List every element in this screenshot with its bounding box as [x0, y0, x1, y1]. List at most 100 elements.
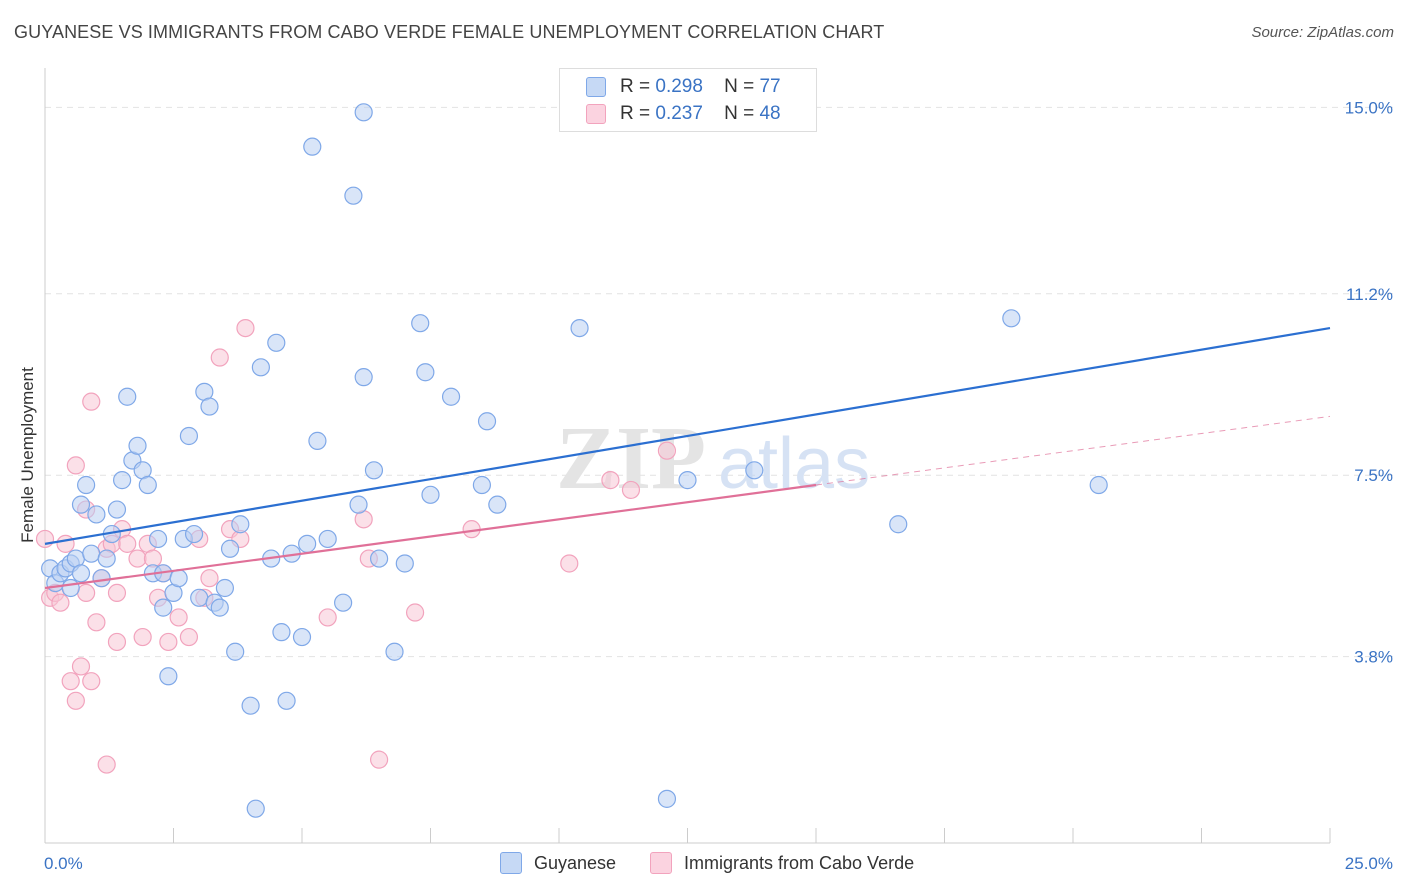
data-point-guyanese	[138, 475, 157, 495]
data-point-cabo-verde	[210, 348, 229, 367]
data-point-cabo-verde	[621, 480, 641, 500]
data-point-guyanese	[344, 186, 363, 205]
data-point-cabo-verde	[318, 608, 337, 627]
series-swatch-guyanese	[500, 852, 522, 874]
data-point-cabo-verde	[169, 608, 188, 627]
data-point-cabo-verde	[87, 613, 106, 632]
data-point-guyanese	[292, 627, 312, 647]
data-point-guyanese	[745, 461, 764, 480]
data-point-guyanese	[303, 137, 322, 156]
data-point-guyanese	[370, 549, 389, 568]
data-point-guyanese	[92, 569, 111, 588]
data-point-cabo-verde	[200, 569, 219, 588]
legend: R = 0.298 N = 77 R = 0.237 N = 48	[559, 68, 817, 132]
data-point-guyanese	[354, 368, 373, 387]
legend-n-label: N =	[724, 76, 755, 97]
data-point-guyanese	[200, 397, 219, 416]
trend-lines	[44, 327, 1331, 590]
trend-line-cabo-verde	[44, 483, 817, 590]
data-point-guyanese	[118, 387, 137, 406]
data-point-guyanese	[77, 475, 96, 495]
data-point-guyanese	[61, 578, 80, 598]
axes	[44, 68, 1331, 844]
data-point-guyanese	[678, 471, 697, 490]
series-guyanese-points	[41, 103, 1108, 818]
data-point-guyanese	[488, 495, 507, 514]
series-name-guyanese: Guyanese	[534, 852, 617, 873]
data-point-guyanese	[416, 363, 435, 382]
data-point-cabo-verde	[61, 672, 80, 691]
data-point-cabo-verde	[71, 657, 91, 676]
data-point-guyanese	[385, 642, 404, 661]
watermark-atlas: atlas	[718, 424, 870, 504]
data-point-guyanese	[349, 495, 368, 514]
data-point-guyanese	[179, 426, 199, 446]
data-point-guyanese	[657, 789, 677, 808]
legend-row-cabo-verde: R = 0.237 N = 48	[586, 102, 781, 126]
data-point-guyanese	[71, 564, 91, 583]
data-point-cabo-verde	[107, 583, 127, 603]
data-point-guyanese	[472, 475, 491, 495]
data-point-guyanese	[318, 529, 337, 549]
y-tick-label: 7.5%	[1354, 466, 1393, 485]
x-tick-label: 25.0%	[1345, 854, 1393, 873]
y-tick-label: 3.8%	[1354, 648, 1393, 667]
data-point-guyanese	[298, 534, 317, 553]
trend-line-cabo-verde-extension	[815, 415, 1331, 486]
data-point-guyanese	[190, 588, 209, 607]
source-label: Source: ZipAtlas.com	[1251, 24, 1394, 41]
data-point-guyanese	[154, 598, 173, 617]
data-point-guyanese	[889, 515, 908, 534]
data-point-guyanese	[159, 667, 178, 686]
data-point-cabo-verde	[560, 554, 579, 573]
data-point-cabo-verde	[82, 672, 101, 691]
series-swatch-cabo-verde	[650, 852, 672, 874]
data-point-cabo-verde	[370, 750, 389, 769]
data-point-cabo-verde	[107, 632, 127, 652]
data-point-guyanese	[169, 569, 188, 588]
data-point-cabo-verde	[35, 529, 55, 549]
series-legend-cabo-verde: Immigrants from Cabo Verde	[650, 852, 914, 874]
data-point-cabo-verde	[82, 392, 101, 411]
data-point-guyanese	[210, 598, 229, 617]
data-point-guyanese	[87, 505, 106, 524]
data-point-guyanese	[267, 333, 286, 352]
legend-r-label: R =	[620, 76, 651, 97]
data-point-cabo-verde	[66, 456, 85, 475]
legend-n-value: 48	[759, 103, 781, 124]
data-point-cabo-verde	[51, 593, 70, 612]
series-legend: Guyanese Immigrants from Cabo Verde	[0, 852, 1406, 878]
data-point-cabo-verde	[66, 691, 85, 710]
data-point-guyanese	[277, 691, 296, 710]
data-point-guyanese	[82, 544, 101, 563]
data-point-guyanese	[1002, 309, 1021, 328]
data-point-cabo-verde	[118, 534, 137, 553]
chart-title: GUYANESE VS IMMIGRANTS FROM CABO VERDE F…	[14, 22, 885, 42]
data-point-cabo-verde	[236, 318, 255, 338]
legend-n-label: N =	[724, 103, 755, 124]
legend-r-label: R =	[620, 103, 651, 124]
data-point-guyanese	[441, 387, 461, 406]
data-point-guyanese	[148, 529, 168, 549]
legend-r-value: 0.298	[655, 76, 703, 97]
data-point-guyanese	[308, 431, 327, 450]
legend-row-guyanese: R = 0.298 N = 77	[586, 75, 781, 99]
data-point-guyanese	[570, 318, 589, 338]
trend-line-guyanese	[44, 327, 1331, 545]
data-point-cabo-verde	[133, 627, 152, 647]
data-point-guyanese	[97, 549, 116, 568]
data-point-cabo-verde	[179, 627, 199, 647]
y-tick-label: 11.2%	[1346, 285, 1393, 304]
legend-n-value: 77	[759, 76, 781, 97]
data-point-guyanese	[421, 485, 440, 504]
data-point-guyanese	[251, 358, 270, 377]
data-point-guyanese	[220, 539, 240, 558]
data-point-guyanese	[334, 593, 353, 612]
legend-r-value: 0.237	[655, 103, 703, 124]
data-point-guyanese	[246, 799, 265, 818]
data-point-guyanese	[364, 461, 384, 480]
data-point-guyanese	[1089, 475, 1108, 495]
data-point-cabo-verde	[56, 534, 75, 553]
gridlines	[45, 106, 1395, 658]
